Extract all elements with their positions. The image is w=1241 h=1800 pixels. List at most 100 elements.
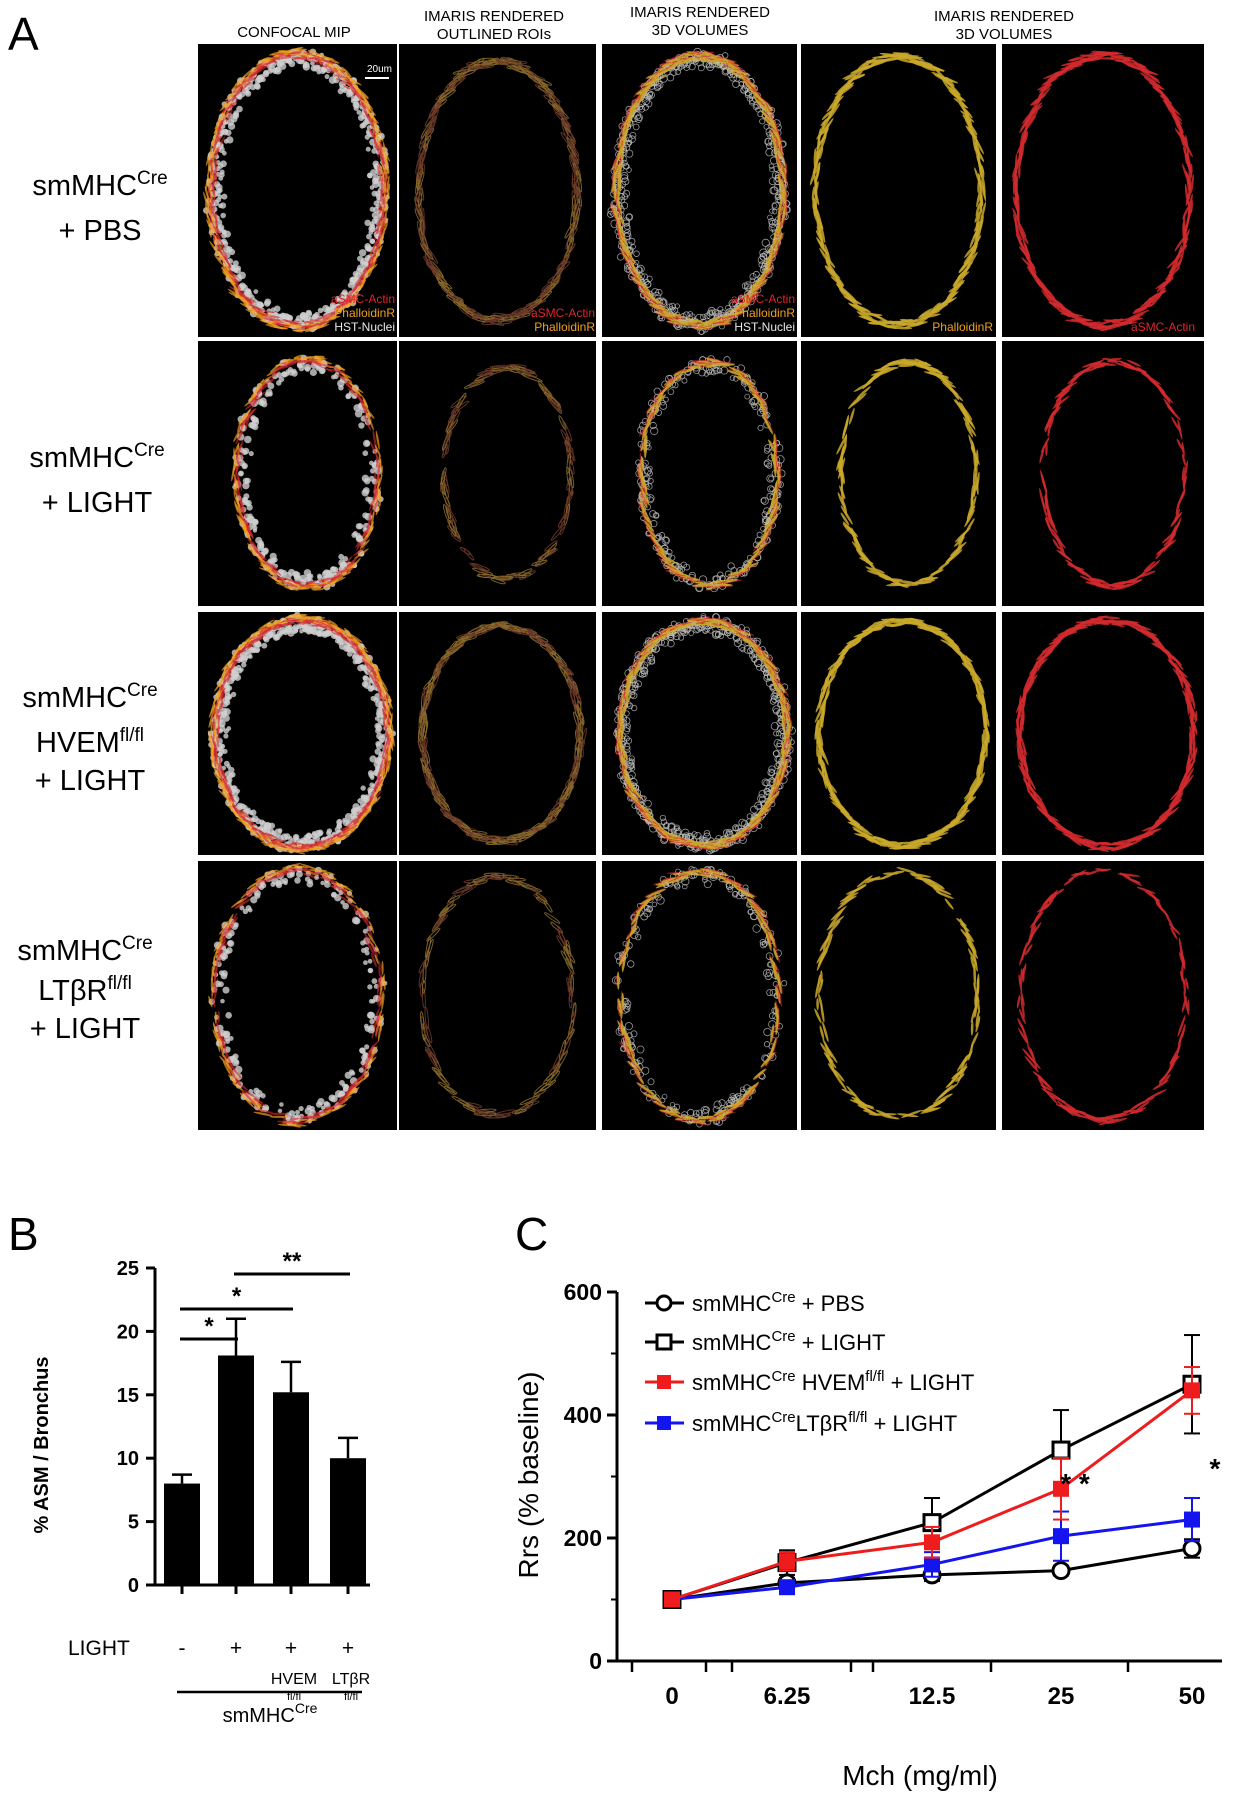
c-point — [1053, 1528, 1069, 1545]
panel-c-chart: 0 200 400 600 0 6.25 12.5 25 50 * * * — [564, 1279, 1222, 1710]
micrograph-r4-volumes-actin — [1002, 861, 1204, 1130]
panel-b: B % ASM / Bronchus 0 5 10 15 20 25 - + + HVEM fl/f… — [8, 1208, 370, 1727]
legend-label: smMHCCre + LIGHT — [692, 1328, 885, 1355]
c-point — [1184, 1382, 1200, 1399]
light-sign: - — [179, 1637, 186, 1660]
c-point — [664, 1591, 680, 1608]
micrograph-r1-confocal-mip — [198, 44, 397, 337]
micrograph-r1-volumes-merged — [602, 44, 797, 337]
bar — [164, 1483, 200, 1585]
b-y-tick-label: 5 — [128, 1512, 139, 1534]
panel-b-ylabel: % ASM / Bronchus — [31, 1356, 53, 1533]
c-point — [1051, 1440, 1071, 1460]
genotype-label: HVEM — [271, 1671, 317, 1688]
micrograph-r2-volumes-actin — [1002, 341, 1204, 606]
legend-marker — [655, 1333, 673, 1351]
bar — [218, 1355, 254, 1585]
row-label-1: smMHCCre + PBS — [32, 168, 167, 247]
c-point — [924, 1556, 940, 1573]
panel-c: C Rrs (% baseline) Mch (mg/ml) 0 200 400 60… — [513, 1208, 1222, 1791]
genotype-sup: fl/fl — [344, 1691, 358, 1703]
c-point — [1053, 1480, 1069, 1497]
svg-text:3D VOLUMES: 3D VOLUMES — [956, 26, 1053, 43]
svg-text:smMHCCre: smMHCCre — [29, 440, 164, 474]
row-label-3: smMHCCre HVEMfl/fl + LIGHT — [22, 680, 157, 797]
row-label-4: smMHCCre LTβRfl/fl + LIGHT — [17, 933, 152, 1045]
b-y-tick-label: 10 — [117, 1448, 139, 1470]
scale-bar: 20um — [365, 64, 392, 79]
light-row-label: LIGHT — [68, 1637, 130, 1660]
genotype-label: LTβR — [332, 1671, 370, 1688]
micrograph-r4-volumes-merged — [602, 861, 797, 1130]
c-x-tick-label: 6.25 — [764, 1683, 811, 1710]
legend-entry-2: smMHCCre HVEMfl/fl + LIGHT — [645, 1368, 974, 1395]
svg-text:smMHCCre: smMHCCre — [22, 680, 157, 714]
c-point — [1051, 1561, 1071, 1581]
micrograph-r3-volumes-actin — [1002, 612, 1204, 855]
significance-label: * — [232, 1283, 242, 1310]
c-significance: * * — [1060, 1468, 1090, 1499]
micrograph-r2-confocal-mip — [198, 341, 397, 606]
column-header-1: CONFOCAL MIP — [237, 24, 351, 41]
micrograph-r4-confocal-mip — [198, 861, 397, 1130]
b-y-tick-label: 0 — [128, 1575, 139, 1597]
micrograph-r2-outlined-rois — [399, 341, 596, 606]
legend-entry-3: smMHCCreLTβRfl/fl + LIGHT — [645, 1409, 957, 1436]
svg-text:3D VOLUMES: 3D VOLUMES — [652, 22, 749, 39]
significance-label: * — [204, 1313, 214, 1340]
channel-labels-col1: aSMC-Actin PhalloidinR HST-Nuclei — [331, 292, 395, 334]
svg-text:smMHCCre: smMHCCre — [17, 933, 152, 967]
legend-entry-0: smMHCCre + PBS — [645, 1289, 865, 1316]
c-y-tick-label: 400 — [564, 1402, 602, 1428]
light-sign: + — [230, 1637, 242, 1660]
c-y-tick-label: 600 — [564, 1279, 602, 1305]
panel-c-legend: smMHCCre + PBS smMHCCre + LIGHT smMHCCre H… — [645, 1289, 974, 1436]
legend-label: smMHCCreLTβRfl/fl + LIGHT — [692, 1409, 957, 1436]
column-header-2: IMARIS RENDERED OUTLINED ROIs — [424, 8, 564, 43]
micrograph-r1-volumes-phalloidin — [801, 44, 996, 337]
svg-text:+ LIGHT: + LIGHT — [35, 765, 146, 797]
micrograph-r2-volumes-merged — [602, 341, 797, 606]
legend-label: smMHCCre + PBS — [692, 1289, 865, 1316]
c-x-tick-label: 50 — [1179, 1683, 1206, 1710]
series-3 — [664, 1497, 1200, 1608]
c-point — [1184, 1511, 1200, 1528]
svg-text:IMARIS RENDERED: IMARIS RENDERED — [424, 8, 564, 25]
svg-text:HVEMfl/fl: HVEMfl/fl — [36, 725, 144, 759]
c-point — [924, 1534, 940, 1551]
legend-marker — [657, 1375, 671, 1389]
channel-labels-col2: aSMC-Actin PhalloidinR — [531, 306, 595, 334]
micrograph-r1-outlined-rois — [399, 44, 596, 337]
c-significance: * — [1210, 1453, 1221, 1484]
series-2 — [664, 1366, 1200, 1608]
micrograph-r1-volumes-actin — [1002, 44, 1204, 337]
bar — [273, 1392, 309, 1585]
svg-text:CONFOCAL MIP: CONFOCAL MIP — [237, 24, 351, 41]
bar — [330, 1458, 366, 1585]
micrograph-r3-volumes-phalloidin — [801, 612, 996, 855]
svg-text:IMARIS RENDERED: IMARIS RENDERED — [934, 8, 1074, 25]
microscopy-grid — [198, 44, 1204, 1130]
row-label-2: smMHCCre + LIGHT — [29, 440, 164, 519]
micrograph-r2-volumes-phalloidin — [801, 341, 996, 606]
c-y-tick-label: 200 — [564, 1525, 602, 1551]
genotype-sup: fl/fl — [287, 1691, 301, 1703]
svg-text:OUTLINED ROIs: OUTLINED ROIs — [437, 26, 551, 43]
b-y-tick-label: 20 — [117, 1321, 139, 1343]
svg-text:+ LIGHT: + LIGHT — [42, 487, 153, 519]
legend-marker — [655, 1294, 673, 1312]
micrograph-r4-volumes-phalloidin — [801, 861, 996, 1130]
svg-text:IMARIS RENDERED: IMARIS RENDERED — [630, 4, 770, 21]
light-sign: + — [285, 1637, 297, 1660]
panel-c-xlabel: Mch (mg/ml) — [842, 1760, 998, 1791]
c-x-tick-label: 0 — [665, 1683, 678, 1710]
c-x-tick-label: 25 — [1048, 1683, 1075, 1710]
svg-text:smMHCCre: smMHCCre — [32, 168, 167, 202]
channel-labels-col4: PhalloidinR — [932, 320, 993, 334]
channel-labels-col5: aSMC-Actin — [1131, 320, 1195, 334]
legend-label: smMHCCre HVEMfl/fl + LIGHT — [692, 1368, 974, 1395]
svg-text:+ LIGHT: + LIGHT — [30, 1013, 141, 1045]
micrograph-r4-outlined-rois — [399, 861, 596, 1130]
